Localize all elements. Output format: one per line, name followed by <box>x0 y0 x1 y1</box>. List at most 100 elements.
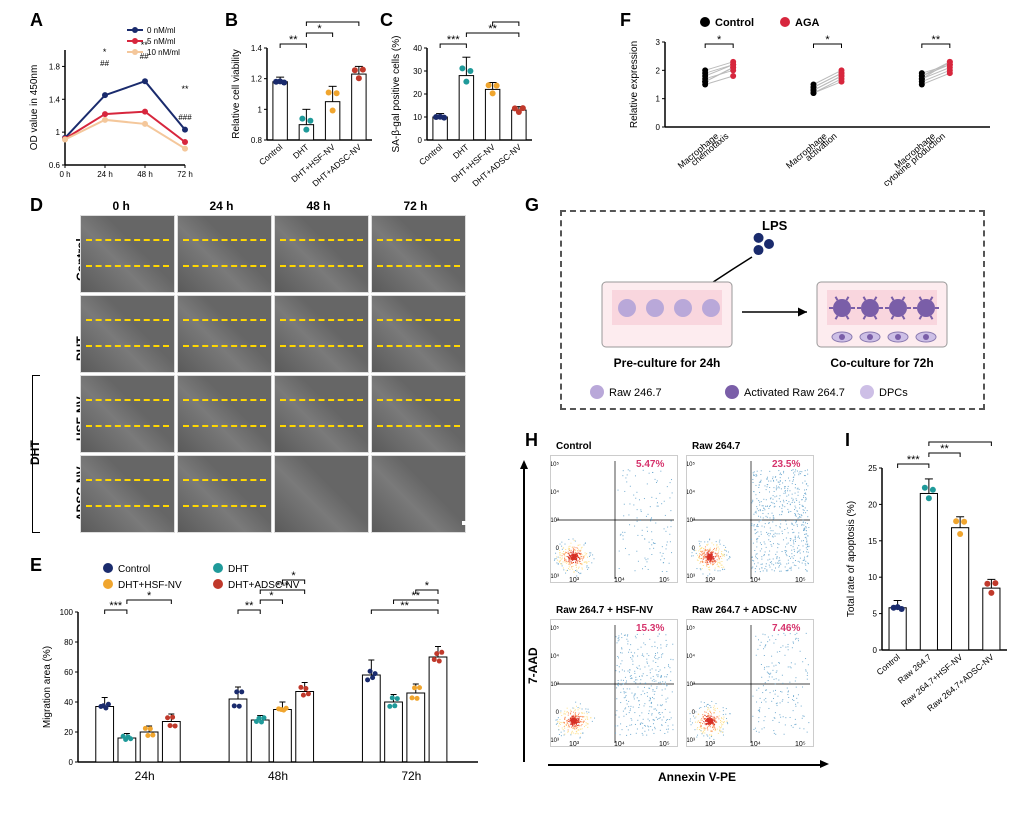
svg-text:72 h: 72 h <box>177 170 193 179</box>
svg-text:Control: Control <box>874 652 902 677</box>
svg-text:Activated Raw 264.7: Activated Raw 264.7 <box>744 387 845 399</box>
panel-F-chart: 0123Relative expressionControlAGA*Macrop… <box>615 10 1010 195</box>
svg-text:15: 15 <box>868 537 877 546</box>
micrograph-cell <box>80 295 175 373</box>
panel-B-chart: 0.811.21.4Relative cell viabilityControl… <box>225 20 380 190</box>
micrograph-cell <box>371 375 466 453</box>
svg-text:0: 0 <box>556 710 560 716</box>
panel-C-chart: 010203040SA-β-gal positive cells (%)Cont… <box>385 20 540 190</box>
svg-text:2: 2 <box>656 66 661 75</box>
svg-text:##: ## <box>140 52 149 61</box>
flow-x-arrow-line <box>548 764 822 766</box>
svg-text:10⁵: 10⁵ <box>795 577 806 584</box>
micrograph-cell <box>177 375 272 453</box>
svg-text:*: * <box>147 590 152 602</box>
svg-text:10³: 10³ <box>569 741 580 748</box>
svg-text:DHT+ADSC-NV: DHT+ADSC-NV <box>228 580 300 591</box>
micrograph-cell <box>177 455 272 533</box>
flow-plot: 10³10⁴10⁵-10³010³10⁴10⁵ <box>686 619 814 747</box>
svg-text:20: 20 <box>413 90 422 99</box>
micrograph-cell <box>371 215 466 293</box>
svg-text:10⁴: 10⁴ <box>750 577 761 584</box>
svg-text:*: * <box>103 47 107 57</box>
svg-text:Migration area (%): Migration area (%) <box>42 646 53 728</box>
svg-text:10⁴: 10⁴ <box>687 489 695 496</box>
svg-text:-10³: -10³ <box>687 574 695 580</box>
micrograph-cell <box>80 215 175 293</box>
svg-text:10⁴: 10⁴ <box>687 653 695 660</box>
svg-text:10⁴: 10⁴ <box>551 653 559 660</box>
svg-text:1.2: 1.2 <box>251 75 263 84</box>
svg-text:*: * <box>269 590 274 602</box>
svg-text:0 nM/ml: 0 nM/ml <box>147 26 176 35</box>
flow-x-label: Annexin V-PE <box>658 770 736 784</box>
micrograph-cell <box>177 215 272 293</box>
svg-text:**: ** <box>940 443 949 455</box>
svg-text:**: ** <box>245 600 254 612</box>
svg-text:10⁴: 10⁴ <box>614 577 625 584</box>
micrograph-cell <box>274 295 369 373</box>
svg-text:80: 80 <box>64 638 73 647</box>
micrograph-cell <box>274 215 369 293</box>
svg-text:1.4: 1.4 <box>49 95 61 104</box>
svg-text:20: 20 <box>868 500 877 509</box>
svg-text:**: ** <box>141 40 149 50</box>
svg-text:24 h: 24 h <box>97 170 113 179</box>
flow-pct: 23.5% <box>772 459 800 470</box>
svg-text:60: 60 <box>64 668 73 677</box>
svg-text:10 nM/ml: 10 nM/ml <box>147 48 180 57</box>
svg-text:3: 3 <box>656 38 661 47</box>
micrograph-cell <box>274 455 369 533</box>
svg-text:SA-β-gal positive cells (%): SA-β-gal positive cells (%) <box>391 36 402 153</box>
svg-text:***: *** <box>447 34 461 46</box>
micrograph-cell <box>80 455 175 533</box>
svg-text:0 h: 0 h <box>59 170 70 179</box>
micrograph-cell <box>177 295 272 373</box>
svg-text:Co-culture for 72h: Co-culture for 72h <box>830 356 933 370</box>
svg-text:Pre-culture for 24h: Pre-culture for 24h <box>614 356 721 370</box>
micrograph-cell <box>371 455 466 533</box>
svg-text:***: *** <box>907 454 921 466</box>
svg-text:-10³: -10³ <box>687 738 695 744</box>
svg-text:72h: 72h <box>401 769 421 783</box>
svg-text:10³: 10³ <box>569 577 580 584</box>
svg-text:10⁴: 10⁴ <box>750 741 761 748</box>
svg-text:Control: Control <box>715 17 754 29</box>
svg-text:10⁵: 10⁵ <box>551 461 560 468</box>
panel-G-schematic: LPS Pre-culture for 24h Co-culture for 72h… <box>560 210 985 410</box>
svg-text:5 nM/ml: 5 nM/ml <box>147 37 176 46</box>
svg-text:10: 10 <box>868 573 877 582</box>
panel-label-H: H <box>525 430 538 451</box>
svg-text:10³: 10³ <box>705 577 716 584</box>
panel-H-grid: 7-AAD10³10⁴10⁵-10³010³10⁴10⁵Control5.47%… <box>540 440 845 775</box>
svg-text:1.4: 1.4 <box>251 44 263 53</box>
panel-E-chart: 020406080100Migration area (%)ControlDHT… <box>30 560 510 810</box>
svg-text:LPS: LPS <box>762 218 788 233</box>
svg-text:AGA: AGA <box>795 17 820 29</box>
svg-text:10⁵: 10⁵ <box>687 625 696 632</box>
svg-text:DPCs: DPCs <box>879 387 908 399</box>
panel-A-chart: 0.611.41.8OD value in 450nm0 h24 h48 h72… <box>20 20 225 190</box>
col-header: 48 h <box>307 199 331 213</box>
svg-text:-10³: -10³ <box>551 738 559 744</box>
svg-text:10⁵: 10⁵ <box>659 577 670 584</box>
svg-text:0.6: 0.6 <box>49 161 61 170</box>
svg-text:48h: 48h <box>268 769 288 783</box>
svg-text:0: 0 <box>656 123 661 132</box>
svg-text:##: ## <box>100 59 109 68</box>
svg-text:10⁴: 10⁴ <box>614 741 625 748</box>
svg-text:**: ** <box>289 34 298 46</box>
svg-text:40: 40 <box>413 44 422 53</box>
svg-text:10³: 10³ <box>687 518 695 524</box>
micrograph-cell <box>274 375 369 453</box>
micrograph-cell <box>80 375 175 453</box>
svg-text:DHT: DHT <box>228 564 249 575</box>
svg-text:*: * <box>425 580 430 592</box>
svg-text:20: 20 <box>64 728 73 737</box>
svg-text:DHT: DHT <box>291 142 311 161</box>
svg-text:10: 10 <box>413 113 422 122</box>
flow-title: Raw 264.7 + ADSC-NV <box>692 605 797 616</box>
svg-text:**: ** <box>328 20 337 24</box>
panel-I-chart: 0510152025Total rate of apoptosis (%)Con… <box>840 440 1015 780</box>
svg-text:*: * <box>317 23 322 35</box>
